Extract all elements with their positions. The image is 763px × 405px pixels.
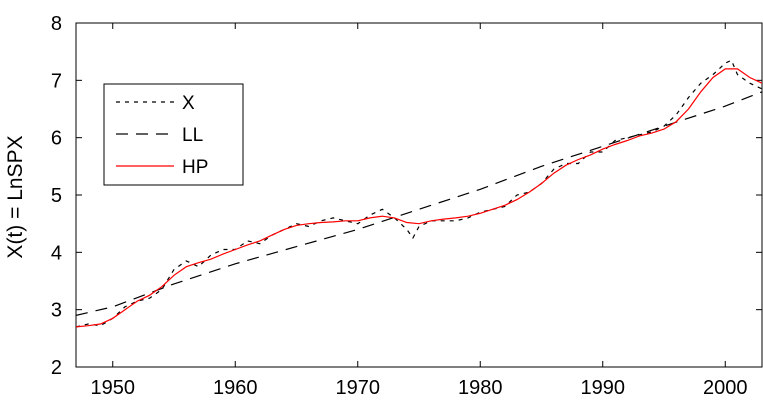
y-axis-title: X(t) = LnSPX — [4, 135, 27, 258]
x-tick-label: 1980 — [458, 377, 503, 399]
x-tick-label: 1950 — [91, 377, 136, 399]
legend: X LL HP — [103, 83, 244, 186]
legend-label-hp: HP — [182, 157, 208, 178]
x-axis: 1950 1960 1970 1980 1990 2000 — [91, 23, 748, 399]
series-line-ll — [76, 91, 762, 316]
y-tick-label: 8 — [51, 13, 62, 35]
y-tick-label: 5 — [51, 185, 62, 207]
y-axis: 2 3 4 5 6 7 8 — [51, 13, 762, 379]
x-tick-label: 1990 — [581, 377, 626, 399]
y-tick-label: 4 — [51, 242, 62, 264]
plot-frame — [75, 22, 763, 368]
legend-label-x: X — [182, 93, 195, 114]
legend-label-ll: LL — [182, 125, 203, 146]
x-tick-label: 1960 — [213, 377, 258, 399]
x-tick-label: 1970 — [336, 377, 381, 399]
x-tick-label: 2000 — [703, 377, 748, 399]
y-tick-label: 2 — [51, 357, 62, 379]
series-line-x — [76, 59, 762, 328]
series-layer — [76, 59, 762, 328]
y-tick-label: 6 — [51, 128, 62, 150]
series-line-hp — [76, 68, 762, 328]
plot-area — [75, 22, 763, 368]
y-tick-label: 3 — [51, 300, 62, 322]
y-tick-label: 7 — [51, 70, 62, 92]
